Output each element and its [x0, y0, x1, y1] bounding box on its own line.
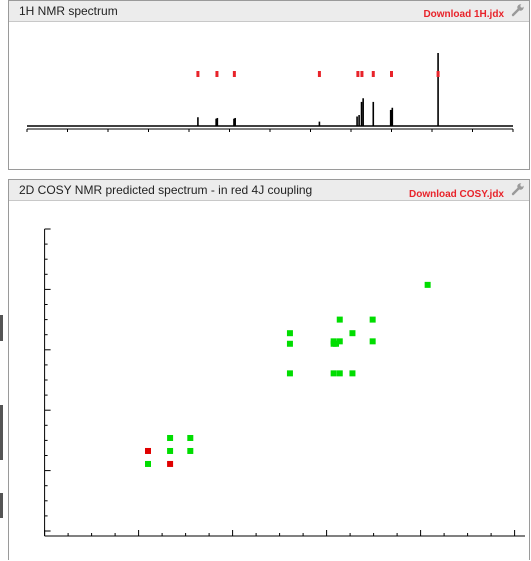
- panel-header: 2D COSY NMR predicted spectrum - in red …: [9, 180, 529, 201]
- left-edge-mark: [0, 405, 3, 460]
- panel-1h-nmr: 1H NMR spectrum Download 1H.jdx: [8, 0, 530, 170]
- wrench-icon[interactable]: [511, 182, 525, 196]
- cross-peak: [349, 370, 356, 377]
- cross-peak: [336, 370, 343, 377]
- wrench-icon[interactable]: [511, 3, 525, 17]
- cross-peak: [286, 330, 293, 337]
- spectrum-1h-plot: [26, 53, 514, 132]
- cross-peak: [286, 340, 293, 347]
- cross-peak: [187, 434, 194, 441]
- cross-peak: [330, 370, 337, 377]
- left-edge-mark: [0, 315, 3, 341]
- cross-peak: [286, 370, 293, 377]
- cross-peak: [369, 316, 376, 323]
- integral-marker: [360, 71, 364, 77]
- cross-peak: [369, 338, 376, 345]
- cross-peak: [167, 460, 174, 467]
- integral-marker: [390, 71, 393, 77]
- download-cosy-link[interactable]: Download COSY.jdx: [408, 189, 504, 200]
- panel-header: 1H NMR spectrum Download 1H.jdx: [9, 1, 529, 22]
- cross-peak: [333, 340, 339, 347]
- panel-cosy: 2D COSY NMR predicted spectrum - in red …: [8, 179, 530, 560]
- integral-marker: [232, 71, 236, 77]
- panel-title: 1H NMR spectrum: [19, 4, 118, 18]
- cosy-plot: [44, 228, 525, 537]
- cross-peak: [145, 447, 151, 454]
- integral-marker: [371, 71, 375, 77]
- left-edge-mark: [0, 493, 3, 518]
- integral-marker: [215, 71, 219, 77]
- cross-peak: [167, 434, 174, 441]
- download-1h-link[interactable]: Download 1H.jdx: [423, 9, 504, 20]
- integral-marker: [356, 71, 360, 77]
- cross-peak: [336, 338, 343, 345]
- panel-title: 2D COSY NMR predicted spectrum - in red …: [19, 183, 313, 197]
- integral-marker: [196, 71, 200, 77]
- integral-marker: [436, 71, 440, 77]
- cross-peak: [424, 281, 431, 288]
- integral-marker: [317, 71, 321, 77]
- cross-peak: [336, 316, 343, 323]
- cross-peak: [167, 447, 174, 454]
- cross-peak: [349, 330, 356, 337]
- cross-peak: [145, 460, 151, 467]
- cross-peak: [187, 447, 194, 454]
